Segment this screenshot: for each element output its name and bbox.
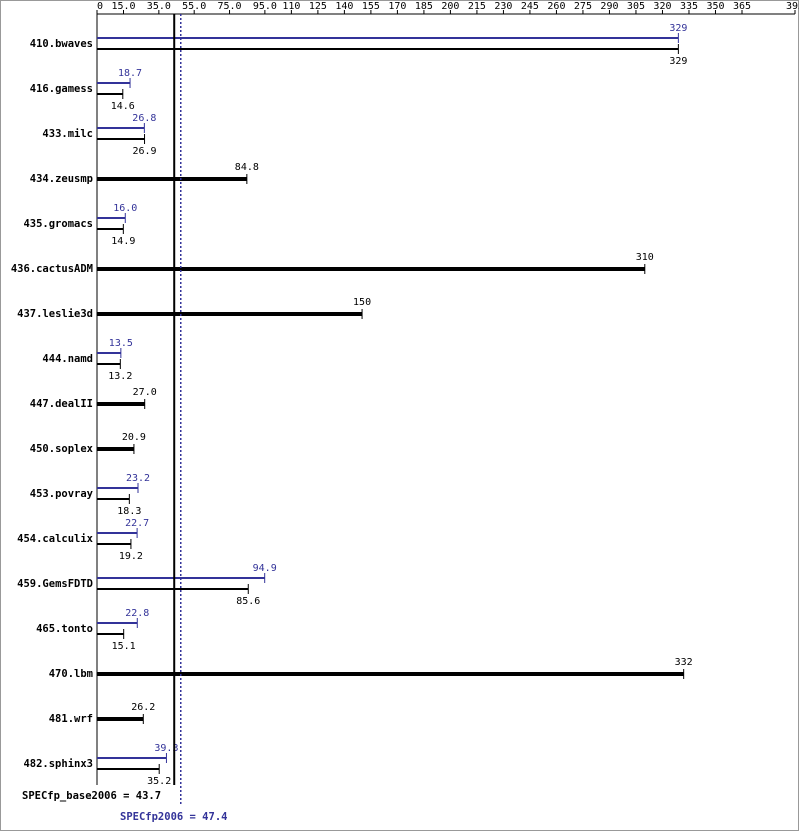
value-label: 14.9 xyxy=(111,236,135,247)
value-label: 39.3 xyxy=(154,743,178,754)
category-label: 454.calculix xyxy=(17,533,94,545)
value-label: 84.8 xyxy=(235,162,259,173)
x-tick-label: 170 xyxy=(388,1,406,12)
value-label: 15.1 xyxy=(112,641,136,652)
x-tick-label: 230 xyxy=(494,1,512,12)
x-tick-label: 305 xyxy=(627,1,645,12)
value-label: 26.9 xyxy=(132,146,156,157)
value-label: 14.6 xyxy=(111,101,135,112)
value-label: 329 xyxy=(669,23,687,34)
category-label: 459.GemsFDTD xyxy=(17,578,93,590)
x-tick-label: 95.0 xyxy=(253,1,277,12)
category-label: 482.sphinx3 xyxy=(23,758,93,770)
x-tick-label: 35.0 xyxy=(147,1,171,12)
category-label: 410.bwaves xyxy=(30,38,93,50)
category-label: 450.soplex xyxy=(30,443,94,455)
value-label: 35.2 xyxy=(147,776,171,787)
x-tick-label: 155 xyxy=(362,1,380,12)
category-label: 470.lbm xyxy=(49,668,93,680)
value-label: 332 xyxy=(675,657,693,668)
value-label: 26.8 xyxy=(132,113,156,124)
x-tick-label: 350 xyxy=(706,1,724,12)
category-label: 444.namd xyxy=(42,353,93,365)
value-label: 27.0 xyxy=(133,387,157,398)
x-tick-label: 125 xyxy=(309,1,327,12)
category-label: 435.gromacs xyxy=(23,218,93,230)
category-label: 481.wrf xyxy=(49,713,93,725)
x-tick-label: 275 xyxy=(574,1,592,12)
value-label: 150 xyxy=(353,297,371,308)
value-label: 16.0 xyxy=(113,203,137,214)
category-label: 437.leslie3d xyxy=(17,308,93,320)
reference-label: SPECfp_base2006 = 43.7 xyxy=(22,790,161,802)
x-tick-label: 260 xyxy=(547,1,565,12)
value-label: 18.3 xyxy=(117,506,141,517)
x-tick-label: 75.0 xyxy=(217,1,241,12)
reference-label: SPECfp2006 = 47.4 xyxy=(120,811,227,823)
value-label: 94.9 xyxy=(253,563,277,574)
value-label: 20.9 xyxy=(122,432,146,443)
value-label: 23.2 xyxy=(126,473,150,484)
x-tick-label: 395 xyxy=(786,1,799,12)
value-label: 85.6 xyxy=(236,596,260,607)
x-tick-label: 15.0 xyxy=(111,1,135,12)
value-label: 310 xyxy=(636,252,654,263)
value-label: 22.8 xyxy=(125,608,149,619)
value-label: 13.5 xyxy=(109,338,133,349)
value-label: 329 xyxy=(669,56,687,67)
category-label: 447.dealII xyxy=(30,398,93,410)
value-label: 18.7 xyxy=(118,68,142,79)
category-label: 453.povray xyxy=(30,488,94,500)
x-tick-label: 335 xyxy=(680,1,698,12)
category-label: 436.cactusADM xyxy=(11,263,93,275)
x-tick-label: 320 xyxy=(653,1,671,12)
x-tick-label: 55.0 xyxy=(182,1,206,12)
x-tick-label: 215 xyxy=(468,1,486,12)
value-label: 19.2 xyxy=(119,551,143,562)
x-tick-label: 110 xyxy=(282,1,300,12)
category-label: 433.milc xyxy=(42,128,93,140)
x-tick-label: 365 xyxy=(733,1,751,12)
category-label: 434.zeusmp xyxy=(30,173,93,185)
x-tick-label: 140 xyxy=(335,1,353,12)
x-tick-label: 0 xyxy=(97,1,103,12)
category-label: 465.tonto xyxy=(36,623,93,635)
x-tick-label: 200 xyxy=(441,1,459,12)
x-tick-label: 290 xyxy=(600,1,618,12)
x-tick-label: 245 xyxy=(521,1,539,12)
category-label: 416.gamess xyxy=(30,83,93,95)
x-tick-label: 185 xyxy=(415,1,433,12)
value-label: 22.7 xyxy=(125,518,149,529)
value-label: 13.2 xyxy=(108,371,132,382)
value-label: 26.2 xyxy=(131,702,155,713)
